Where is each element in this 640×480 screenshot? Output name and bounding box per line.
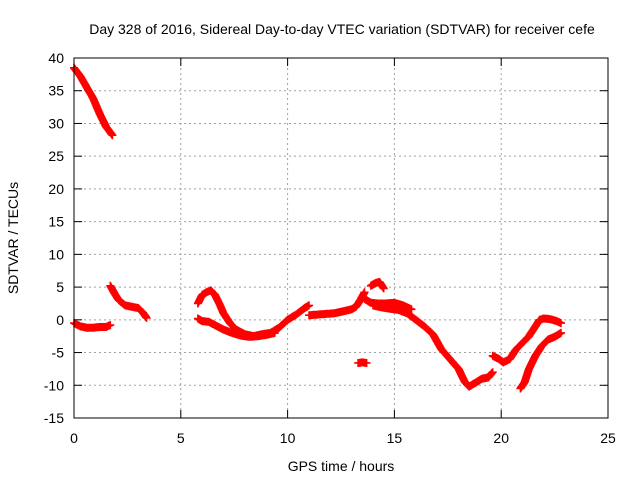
data-segment bbox=[305, 288, 369, 320]
y-axis-label: SDTVAR / TECUs bbox=[5, 182, 21, 294]
data-point bbox=[70, 63, 117, 140]
x-axis-label: GPS time / hours bbox=[288, 458, 395, 474]
y-tick-label: -5 bbox=[52, 345, 65, 361]
data-point bbox=[488, 314, 565, 367]
data-segment bbox=[354, 358, 371, 367]
data-point bbox=[366, 277, 388, 293]
data-segment bbox=[70, 63, 117, 140]
data-point bbox=[70, 319, 115, 332]
data-point bbox=[193, 286, 313, 341]
x-tick-label: 20 bbox=[493, 430, 509, 446]
data-point bbox=[106, 281, 151, 322]
y-tick-label: 10 bbox=[48, 246, 64, 262]
x-tick-label: 5 bbox=[177, 430, 185, 446]
plot-frame bbox=[73, 57, 609, 419]
y-tick-label: 25 bbox=[48, 148, 64, 164]
y-tick-label: 30 bbox=[48, 115, 64, 131]
x-tick-label: 25 bbox=[600, 430, 616, 446]
data-point bbox=[369, 301, 497, 391]
x-tick-label: 0 bbox=[70, 430, 78, 446]
data-segment bbox=[70, 319, 115, 332]
y-tick-label: 20 bbox=[48, 181, 64, 197]
x-tick-label: 15 bbox=[387, 430, 403, 446]
y-tick-label: 35 bbox=[48, 83, 64, 99]
data-segment bbox=[193, 314, 279, 341]
x-tick-label: 10 bbox=[280, 430, 296, 446]
axis-ticks: 0 5 10 15 20 25 -15 -10 -5 0 5 10 15 20 25 30 35 40 bbox=[44, 50, 616, 446]
data-segment bbox=[516, 328, 565, 393]
data-segment bbox=[488, 314, 565, 367]
data-segment bbox=[106, 281, 151, 322]
data-points bbox=[70, 63, 565, 393]
y-tick-label: -15 bbox=[44, 410, 64, 426]
y-tick-label: 0 bbox=[56, 312, 64, 328]
y-tick-label: -10 bbox=[44, 377, 64, 393]
y-tick-label: 40 bbox=[48, 50, 64, 66]
data-point bbox=[516, 328, 565, 393]
y-tick-label: 15 bbox=[48, 214, 64, 230]
data-point bbox=[193, 314, 279, 341]
y-tick-label: 5 bbox=[56, 279, 64, 295]
data-segment bbox=[369, 301, 497, 391]
data-point bbox=[354, 358, 371, 367]
chart-title: Day 328 of 2016, Sidereal Day-to-day VTE… bbox=[89, 21, 595, 37]
data-segment bbox=[366, 277, 388, 293]
data-segment bbox=[193, 286, 313, 341]
data-point bbox=[305, 288, 369, 320]
